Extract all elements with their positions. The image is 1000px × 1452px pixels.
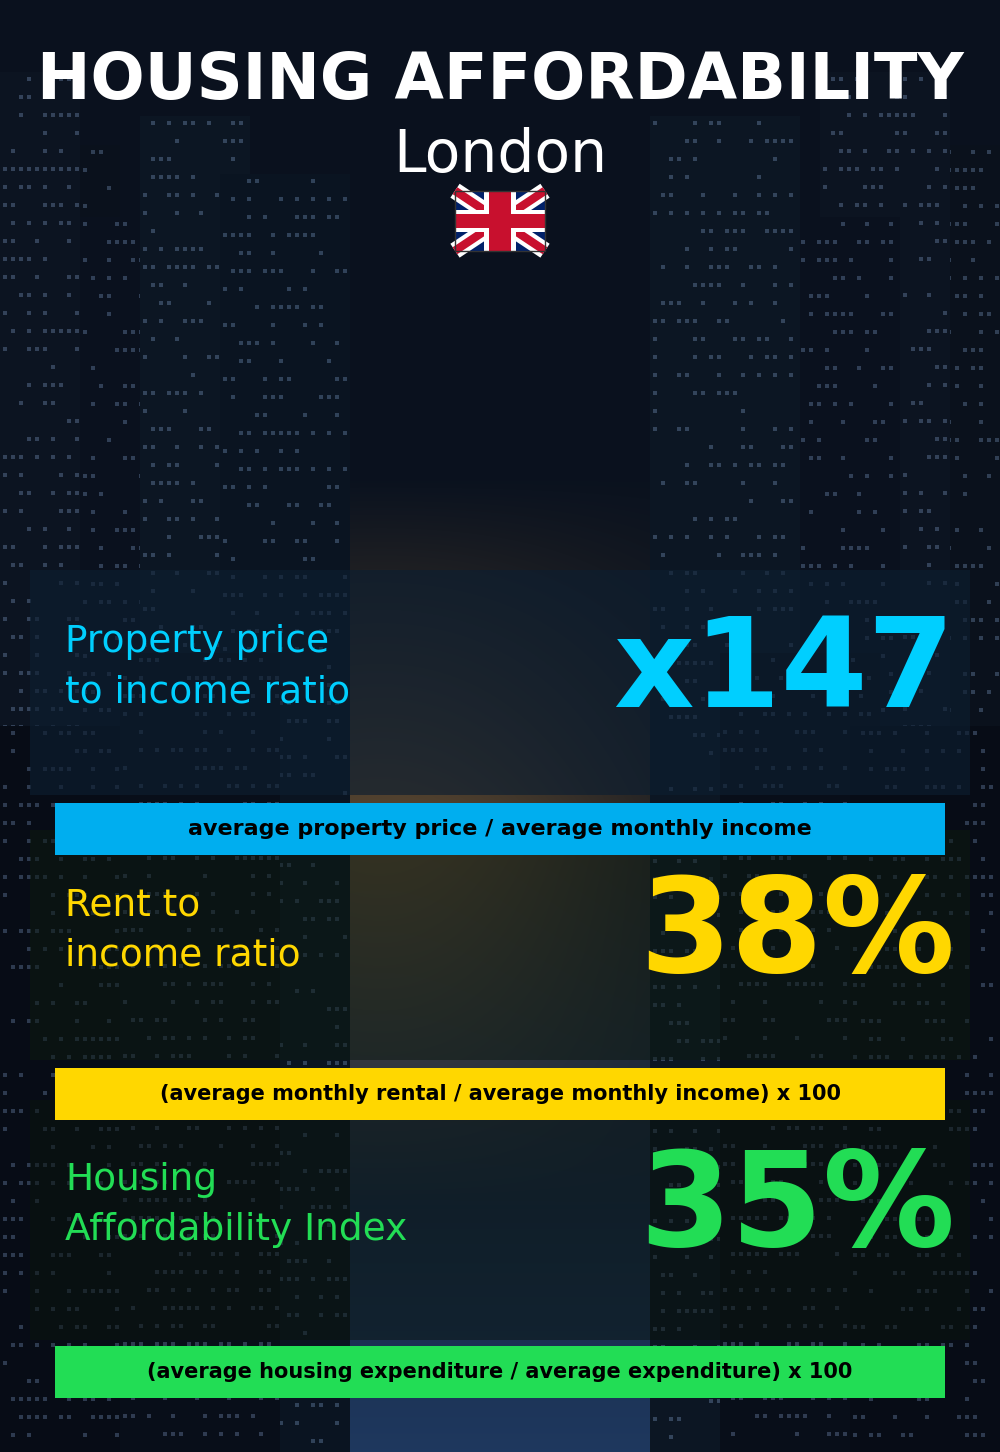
- Text: (average housing expenditure / average expenditure) x 100: (average housing expenditure / average e…: [147, 1362, 853, 1382]
- Bar: [55, 803, 945, 855]
- Text: Rent to
income ratio: Rent to income ratio: [65, 887, 301, 973]
- Text: Property price
to income ratio: Property price to income ratio: [65, 624, 350, 710]
- Text: Housing
Affordability Index: Housing Affordability Index: [65, 1162, 407, 1249]
- Text: (average monthly rental / average monthly income) x 100: (average monthly rental / average monthl…: [160, 1085, 840, 1104]
- Text: average property price / average monthly income: average property price / average monthly…: [188, 819, 812, 839]
- Text: HOUSING AFFORDABILITY: HOUSING AFFORDABILITY: [37, 51, 963, 112]
- Bar: [455, 190, 545, 251]
- Bar: [30, 1101, 970, 1340]
- Bar: [55, 1069, 945, 1119]
- Bar: [489, 190, 511, 251]
- Text: x147: x147: [614, 611, 955, 733]
- Bar: [30, 831, 970, 1060]
- Bar: [55, 1346, 945, 1398]
- Bar: [484, 190, 516, 251]
- Bar: [455, 213, 545, 228]
- Bar: [455, 190, 545, 251]
- Text: 38%: 38%: [639, 871, 955, 999]
- Text: 35%: 35%: [639, 1147, 955, 1273]
- Text: London: London: [393, 126, 607, 184]
- Bar: [455, 211, 545, 231]
- Bar: [30, 571, 970, 796]
